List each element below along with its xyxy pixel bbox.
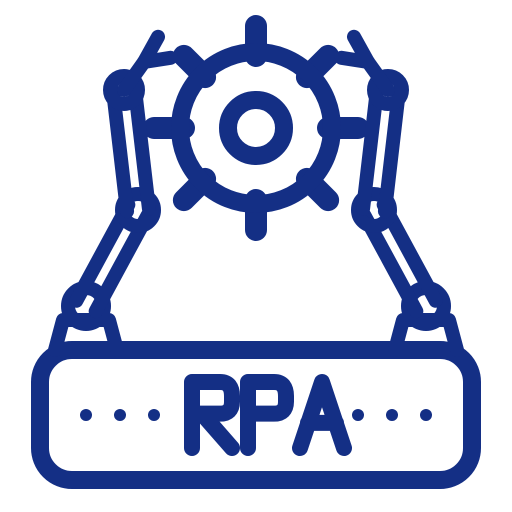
rpa-automation-icon (0, 0, 512, 512)
rpa-icon-container (0, 0, 512, 512)
